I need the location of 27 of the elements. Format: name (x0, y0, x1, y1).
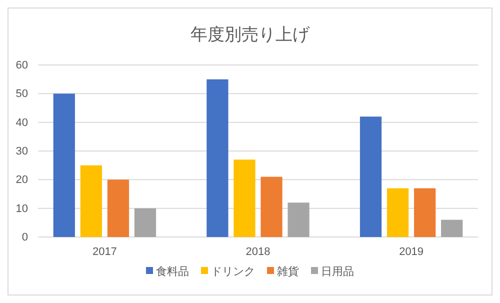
chart-title: 年度別売り上げ (190, 25, 310, 45)
legend-label: ドリンク (211, 265, 255, 278)
y-tick-label: 30 (16, 146, 28, 158)
y-tick-label: 60 (16, 60, 28, 72)
y-tick-label: 40 (16, 116, 28, 129)
legend-label: 食料品 (156, 265, 189, 278)
bar (107, 180, 130, 237)
bar (134, 208, 156, 237)
bar (360, 116, 382, 237)
y-tick-label: 0 (22, 232, 28, 244)
bar (414, 188, 436, 237)
bar (288, 202, 310, 237)
x-tick-label: 2017 (92, 246, 117, 258)
legend-label: 雑貨 (277, 265, 299, 278)
bar (386, 188, 409, 237)
bar (206, 79, 228, 237)
bar (234, 160, 256, 237)
y-tick-label: 20 (16, 174, 28, 186)
x-tick-label: 2018 (246, 246, 270, 258)
y-tick-label: 10 (16, 202, 28, 215)
bar (80, 165, 102, 237)
x-tick-label: 2019 (399, 246, 424, 258)
bar (260, 176, 282, 237)
y-tick-label: 50 (16, 88, 28, 100)
bar (53, 94, 75, 237)
bar (441, 220, 463, 237)
legend-label: 日用品 (321, 265, 354, 278)
